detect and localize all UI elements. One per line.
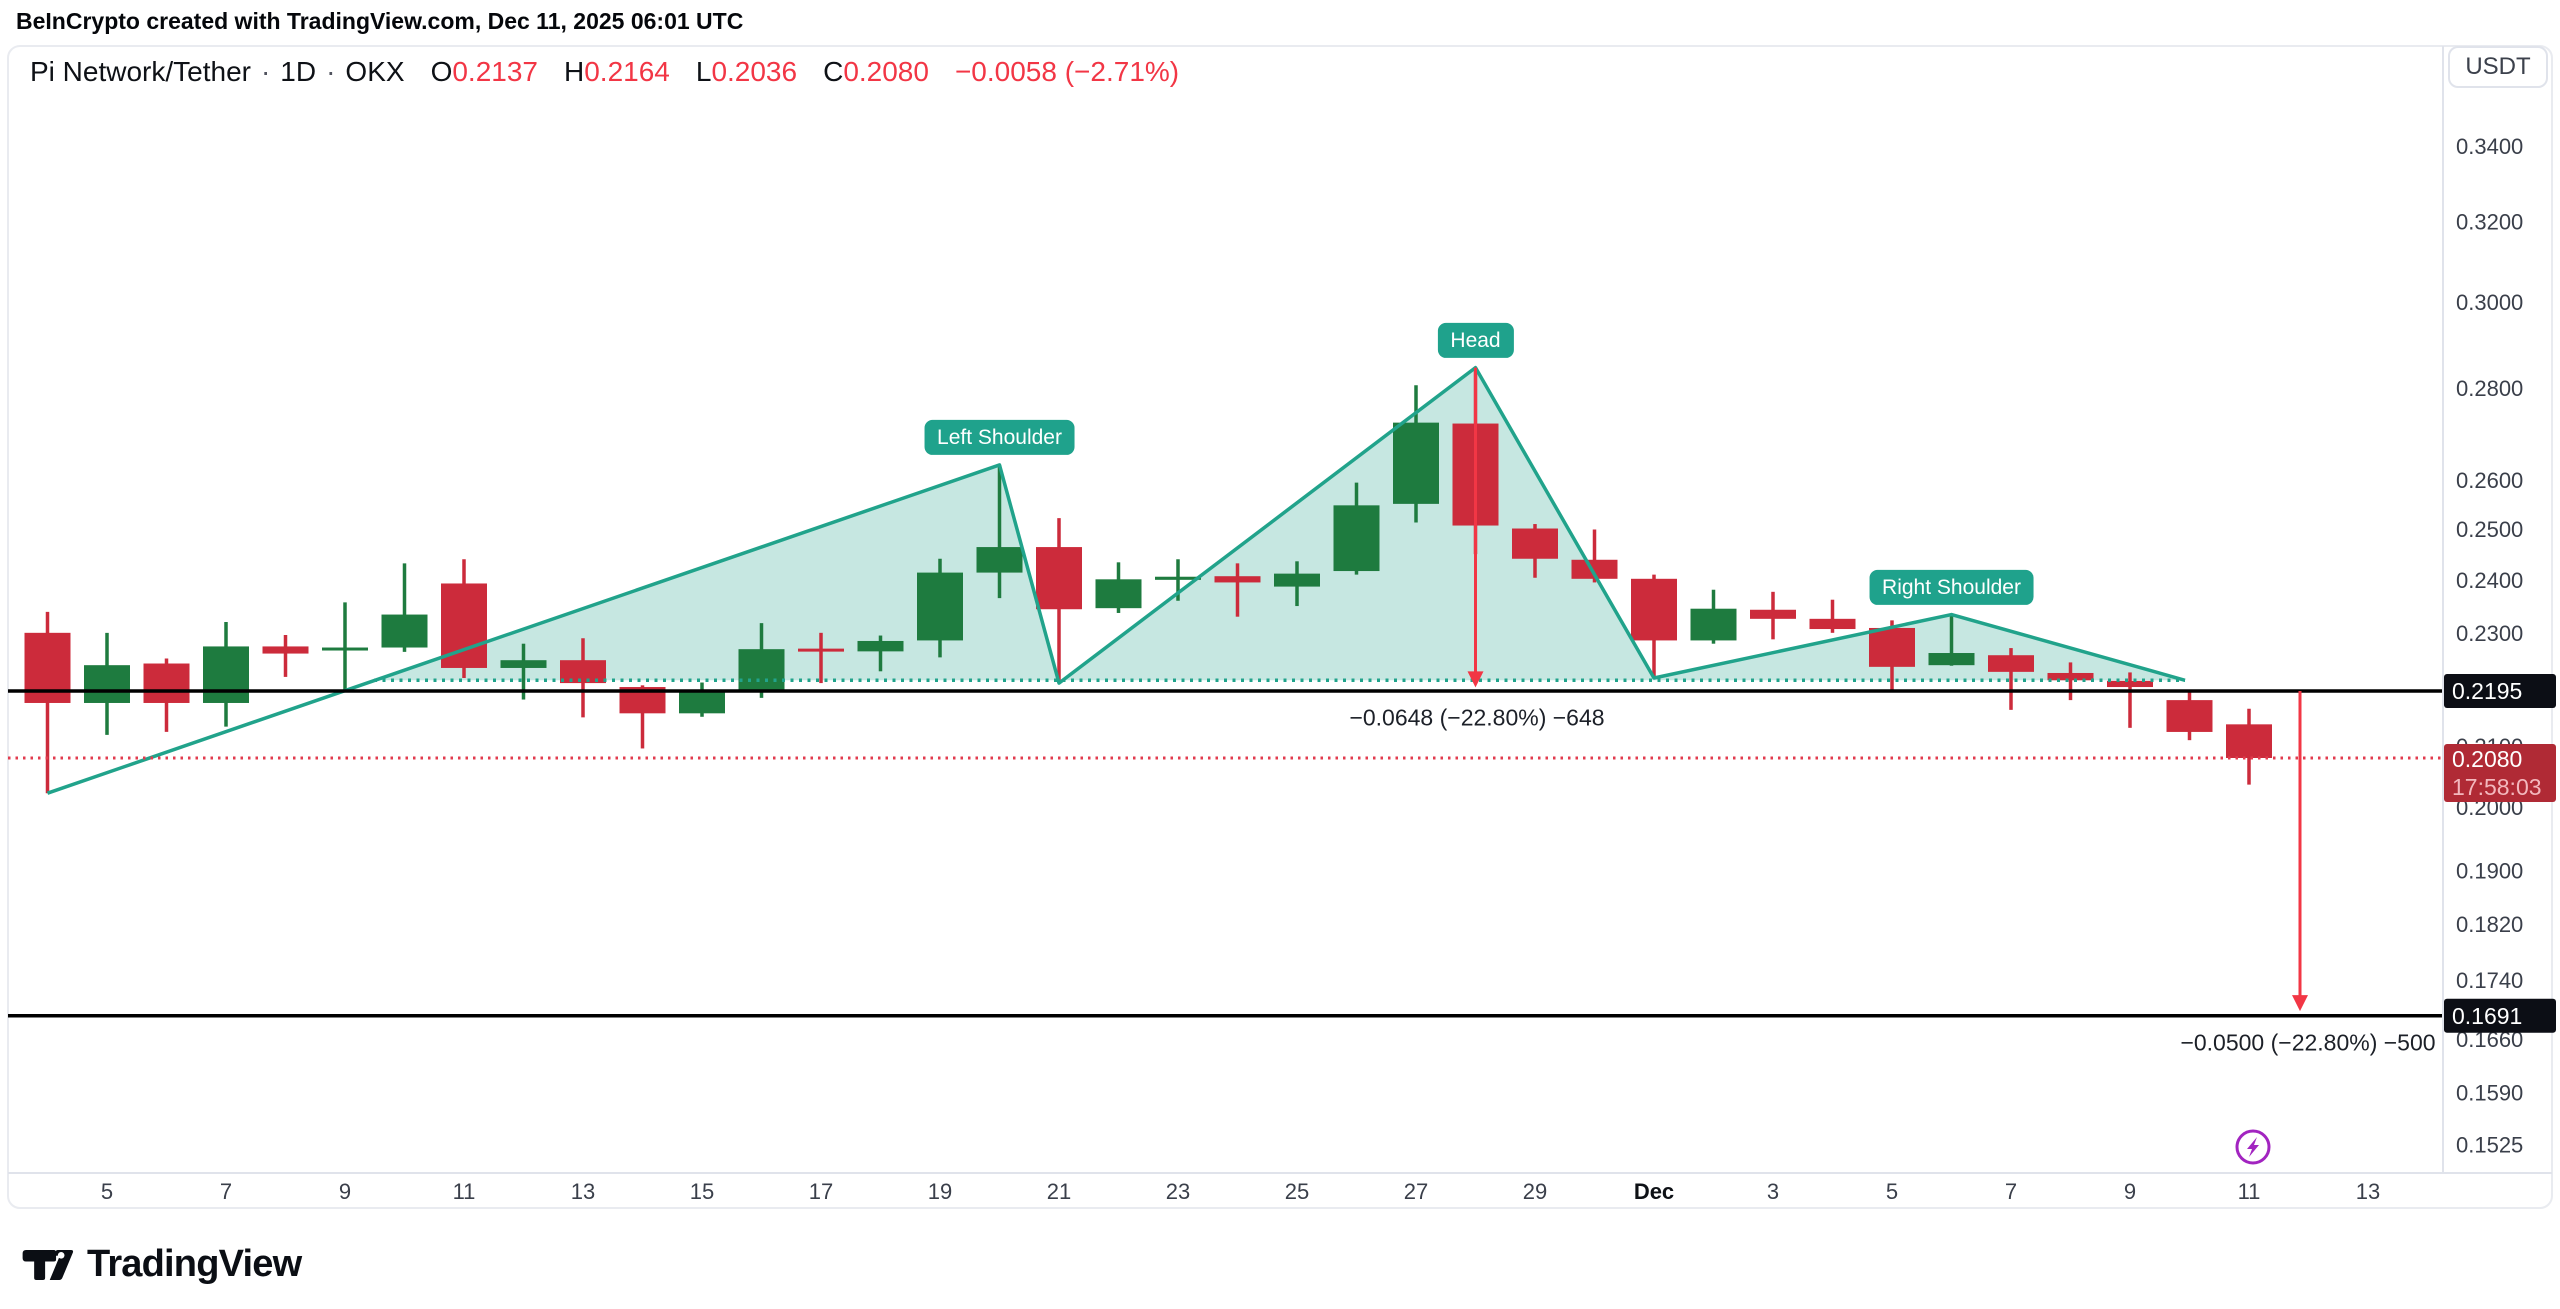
tradingview-logo-mark xyxy=(22,1249,74,1280)
left-shoulder-badge[interactable]: Left Shoulder xyxy=(924,419,1075,455)
svg-text:0.2400: 0.2400 xyxy=(2456,568,2523,593)
svg-text:0.2195: 0.2195 xyxy=(2452,678,2522,704)
separator-dot: · xyxy=(260,56,271,87)
svg-text:5: 5 xyxy=(1886,1179,1898,1204)
svg-text:0.1820: 0.1820 xyxy=(2456,912,2523,937)
tradingview-logo-text: TradingView xyxy=(87,1243,302,1285)
svg-text:7: 7 xyxy=(2005,1179,2017,1204)
svg-text:9: 9 xyxy=(2124,1179,2136,1204)
ohlc-low: L0.2036 xyxy=(695,56,798,87)
svg-text:0.3200: 0.3200 xyxy=(2456,210,2523,235)
svg-text:Dec: Dec xyxy=(1634,1179,1674,1204)
svg-text:0.1590: 0.1590 xyxy=(2456,1080,2523,1105)
svg-text:11: 11 xyxy=(453,1179,476,1204)
svg-text:17:58:03: 17:58:03 xyxy=(2452,774,2542,800)
svg-text:3: 3 xyxy=(1767,1179,1779,1204)
svg-text:0.1740: 0.1740 xyxy=(2456,968,2523,993)
svg-text:0.2600: 0.2600 xyxy=(2456,468,2523,493)
right-shoulder-badge[interactable]: Right Shoulder xyxy=(1869,569,2034,605)
symbol-title[interactable]: Pi Network/Tether xyxy=(30,56,251,87)
svg-text:7: 7 xyxy=(220,1179,232,1204)
svg-text:0.2080: 0.2080 xyxy=(2452,746,2522,772)
price-target-measurement-text: −0.0500 (−22.80%) −500 xyxy=(2180,1029,2436,1056)
svg-text:17: 17 xyxy=(809,1179,833,1204)
footer: TradingView xyxy=(22,1243,302,1286)
svg-text:5: 5 xyxy=(101,1179,113,1204)
exchange-label[interactable]: OKX xyxy=(345,56,405,87)
svg-text:25: 25 xyxy=(1285,1179,1309,1204)
svg-text:19: 19 xyxy=(928,1179,952,1204)
svg-text:29: 29 xyxy=(1523,1179,1547,1204)
svg-text:13: 13 xyxy=(2356,1179,2380,1204)
svg-text:0.3000: 0.3000 xyxy=(2456,290,2523,315)
svg-text:0.1691: 0.1691 xyxy=(2452,1003,2522,1029)
ohlc-change: −0.0058 (−2.71%) xyxy=(954,56,1180,87)
ohlc-close: C0.2080 xyxy=(823,56,929,87)
svg-text:0.2300: 0.2300 xyxy=(2456,621,2523,646)
currency-unit-button[interactable]: USDT xyxy=(2448,46,2548,88)
head-badge[interactable]: Head xyxy=(1437,322,1514,358)
svg-text:0.2800: 0.2800 xyxy=(2456,376,2523,401)
svg-text:21: 21 xyxy=(1047,1179,1071,1204)
head-depth-measurement-text: −0.0648 (−22.80%) −648 xyxy=(1349,704,1605,731)
price-chart[interactable]: 0.3400 0.3200 0.3000 0.2800 0.2600 0.2500 0.24… xyxy=(0,40,2560,1211)
ohlc-open: O0.2137 xyxy=(430,56,538,87)
interval-label[interactable]: 1D xyxy=(280,56,317,87)
svg-text:0.1900: 0.1900 xyxy=(2456,859,2523,884)
svg-text:9: 9 xyxy=(339,1179,351,1204)
ohlc-high: H0.2164 xyxy=(563,56,670,87)
symbol-toolbar[interactable]: Pi Network/Tether · 1D · OKX O0.2137 H0.… xyxy=(30,56,1179,88)
svg-text:0.2500: 0.2500 xyxy=(2456,517,2523,542)
svg-text:0.1525: 0.1525 xyxy=(2456,1132,2523,1157)
svg-text:27: 27 xyxy=(1404,1179,1428,1204)
separator-dot: · xyxy=(326,56,336,87)
svg-text:0.3400: 0.3400 xyxy=(2456,134,2523,159)
svg-text:23: 23 xyxy=(1166,1179,1190,1204)
svg-text:13: 13 xyxy=(571,1179,595,1204)
event-lightning-icon[interactable] xyxy=(2234,1128,2272,1166)
svg-text:11: 11 xyxy=(2238,1179,2261,1204)
attribution-text: BeInCrypto created with TradingView.com,… xyxy=(16,8,744,34)
svg-text:15: 15 xyxy=(690,1179,714,1204)
